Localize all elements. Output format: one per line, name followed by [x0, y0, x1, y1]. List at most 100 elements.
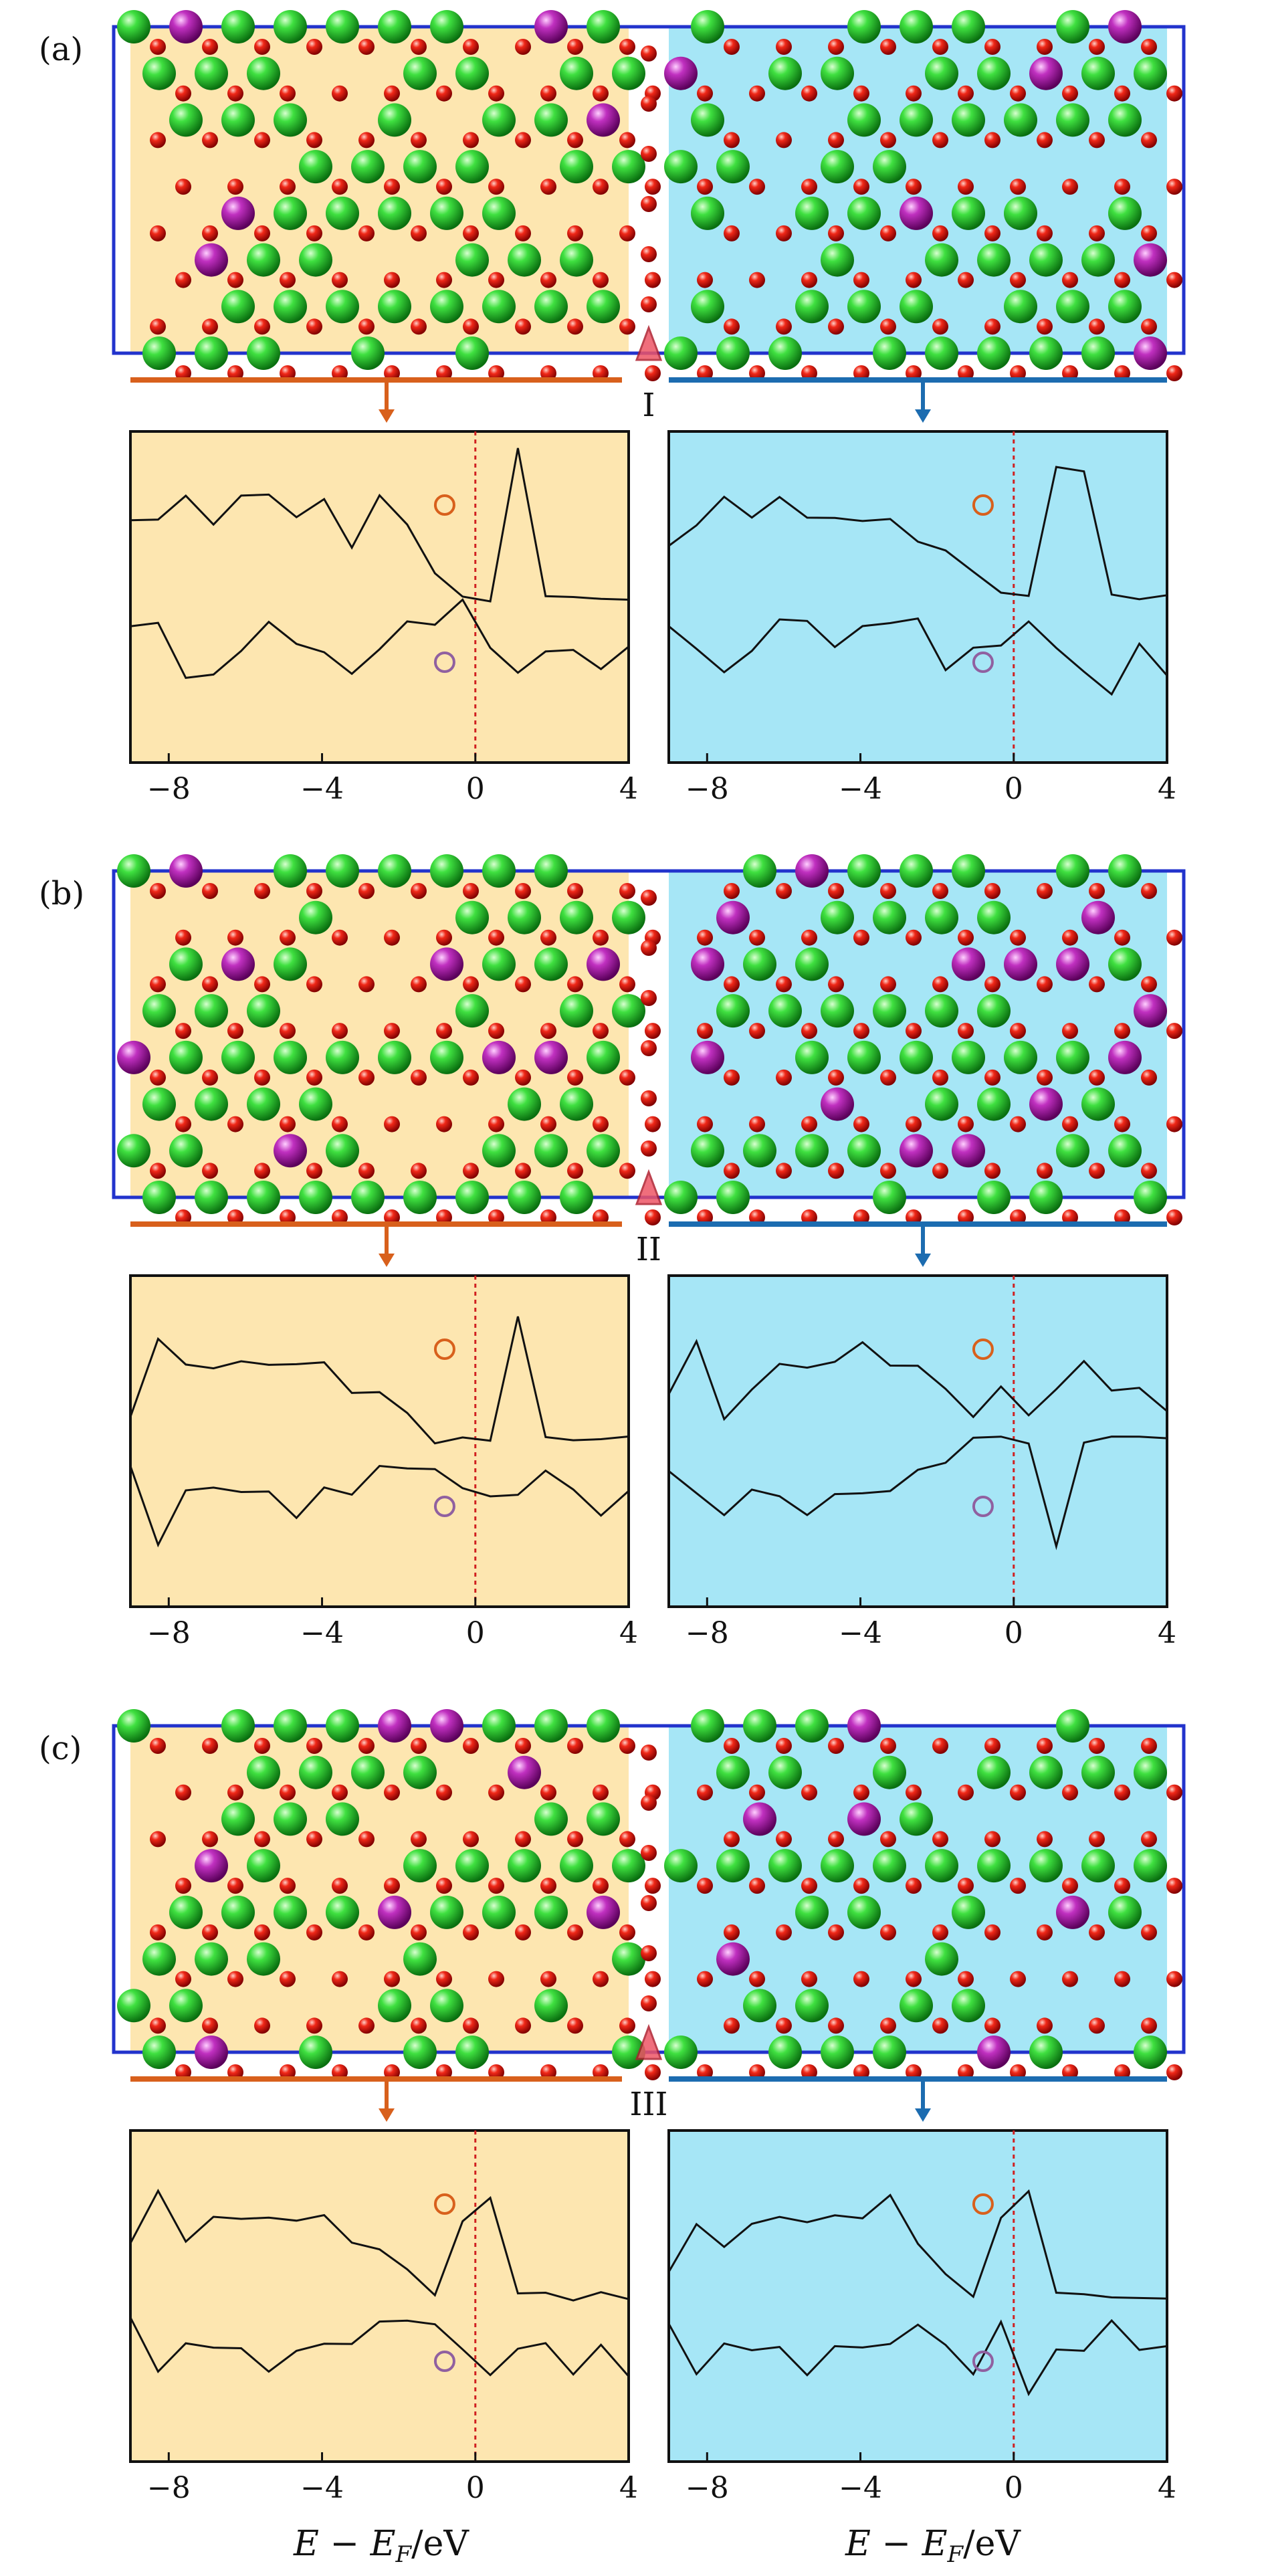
atom-green: [508, 243, 541, 277]
atom-red: [776, 976, 792, 993]
atom-green: [247, 1849, 280, 1883]
atom-red: [436, 1023, 452, 1039]
atom-green: [326, 1802, 359, 1836]
atom-red: [306, 318, 322, 335]
x-tick-label: 0: [466, 772, 485, 806]
atom-green: [142, 1181, 176, 1214]
atom-red: [411, 2017, 427, 2034]
atom-red: [619, 318, 635, 335]
atom-purple: [1108, 10, 1142, 43]
atom-green: [691, 1134, 724, 1168]
atom-green: [977, 900, 1011, 934]
atom-red: [1114, 1878, 1130, 1894]
atom-red: [411, 1163, 427, 1179]
atom-green: [117, 1989, 150, 2023]
atom-red: [436, 272, 452, 288]
atom-red: [515, 318, 531, 335]
atom-red: [150, 1924, 166, 1941]
atom-red: [540, 85, 556, 102]
x-tick-label: 4: [619, 2471, 638, 2505]
atom-green: [1081, 56, 1115, 90]
interface-label: II: [636, 1231, 661, 1268]
atom-red: [1010, 1784, 1026, 1801]
atom-green: [743, 1989, 776, 2023]
atom-red: [1037, 225, 1053, 241]
atom-green: [716, 1849, 750, 1883]
atom-green: [847, 1134, 881, 1168]
atom-red: [749, 1971, 765, 1987]
spin-up-icon: [433, 1339, 455, 1360]
atom-red: [358, 39, 375, 55]
atom-red: [749, 1116, 765, 1132]
atom-green: [691, 290, 724, 324]
atom-purple: [534, 10, 568, 43]
dos-plot-left: −8 −4 0 4: [129, 2129, 638, 2505]
atom-red: [202, 1924, 218, 1941]
atom-green: [900, 1802, 933, 1836]
x-tick-label: −8: [686, 2471, 729, 2505]
atom-red: [906, 179, 922, 195]
atom-green: [821, 994, 854, 1028]
atom-green: [743, 947, 776, 981]
atom-red: [958, 272, 974, 288]
atom-red: [828, 2017, 844, 2034]
atom-green: [247, 56, 280, 90]
interface-atom: [641, 146, 657, 162]
atom-green: [455, 243, 489, 277]
atom-green: [1056, 1134, 1089, 1168]
atom-green: [117, 854, 150, 888]
atom-green: [691, 1709, 724, 1743]
atom-red: [1089, 1163, 1105, 1179]
atom-red: [358, 883, 375, 899]
interface-atom: [641, 1090, 657, 1106]
atom-green: [925, 1849, 958, 1883]
atom-green: [743, 1134, 776, 1168]
atom-red: [1089, 1738, 1105, 1754]
xlabel-right-main: E − E: [845, 2524, 948, 2564]
atom-green: [221, 1802, 255, 1836]
atom-green: [873, 150, 906, 184]
atom-red: [567, 2017, 583, 2034]
atom-green: [326, 290, 359, 324]
atom-green: [1056, 10, 1089, 43]
dos-curve-up: [129, 1316, 629, 1445]
spin-up-icon: [433, 494, 455, 516]
atom-green: [1029, 336, 1063, 370]
atom-red: [828, 1069, 844, 1086]
atom-green: [455, 1181, 489, 1214]
atom-red: [984, 132, 1000, 148]
atom-red: [1141, 976, 1157, 993]
atom-red: [853, 1023, 869, 1039]
atom-green: [925, 243, 958, 277]
atom-green: [560, 1849, 593, 1883]
atom-red: [358, 2017, 375, 2034]
atom-green: [1081, 1849, 1115, 1883]
dos-plot-right: −8 −4 0 4: [667, 430, 1176, 806]
atom-red: [1166, 85, 1182, 102]
atom-red: [150, 318, 166, 335]
atom-green: [691, 103, 724, 137]
atom-green: [117, 1134, 150, 1168]
atom-green: [977, 56, 1011, 90]
atom-green: [664, 1849, 698, 1883]
atom-red: [619, 132, 635, 148]
atom-green: [664, 2036, 698, 2069]
atom-red: [463, 132, 479, 148]
atom-green: [952, 196, 985, 230]
panel-3: (c) III −8 −4 0 4 −8 −4 0 4: [39, 1709, 1186, 2505]
atom-green: [326, 10, 359, 43]
atom-red: [463, 1069, 479, 1086]
atom-red: [280, 1971, 296, 1987]
atom-green: [900, 290, 933, 324]
x-tick-label: 4: [619, 1616, 638, 1650]
atom-red: [724, 225, 740, 241]
atom-red: [227, 179, 243, 195]
atom-green: [142, 56, 176, 90]
atom-red: [932, 976, 948, 993]
atom-green: [195, 1942, 228, 1976]
atom-green: [430, 10, 463, 43]
interface-atom: [641, 1040, 657, 1056]
x-tick-label: 4: [1158, 1616, 1176, 1650]
atom-green: [1004, 103, 1037, 137]
atom-green: [142, 994, 176, 1028]
